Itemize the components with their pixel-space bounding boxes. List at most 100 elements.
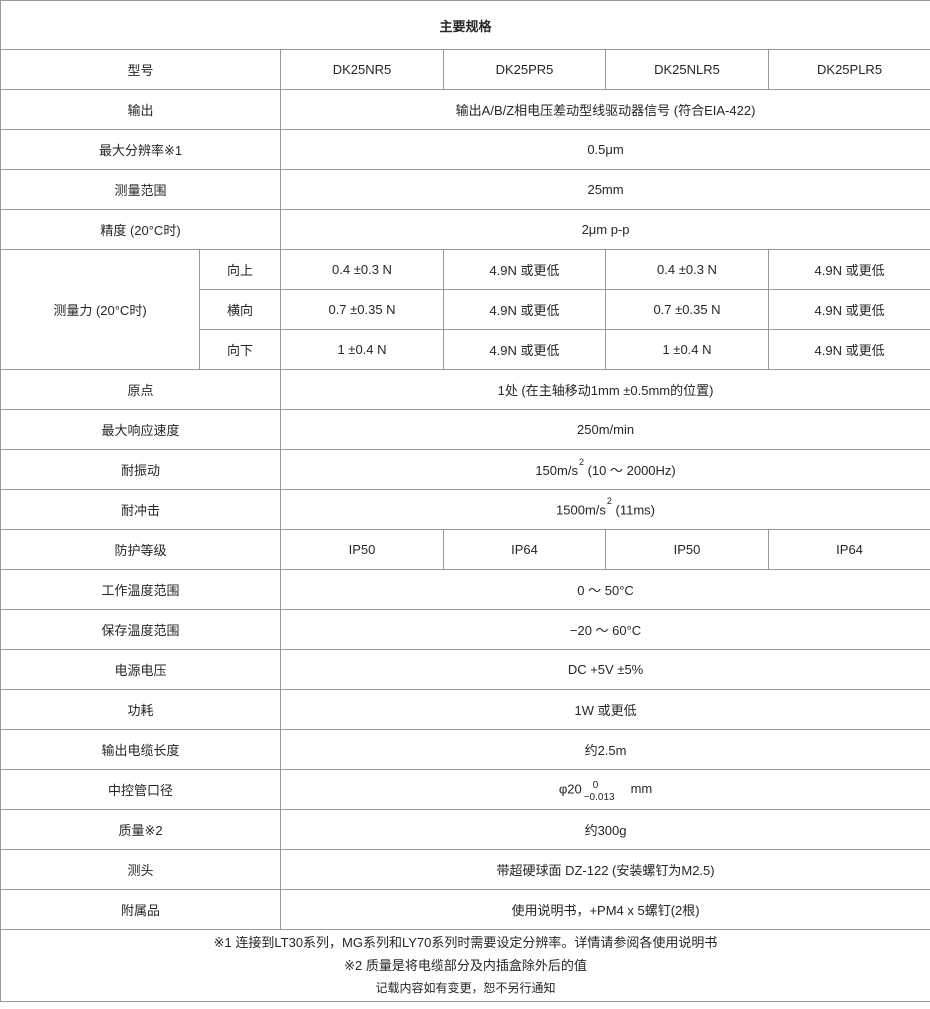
shock-value-condition: (11ms): [611, 502, 656, 518]
stem-tolerance-lower: −0.013: [583, 791, 615, 803]
force-lateral-value-2: 4.9N 或更低: [443, 289, 606, 330]
row-accessories: 附属品 使用说明书，+PM4 x 5螺钉(2根): [0, 889, 930, 930]
stem-diameter-base: φ20: [558, 780, 582, 796]
spec-value-storage-temp: −20 ～ 60°C: [279, 609, 930, 650]
force-down-value-4: 4.9N 或更低: [767, 329, 930, 370]
spec-value-mass: 约300g: [279, 809, 930, 850]
row-stem: 中控管口径 φ20 0 −0.013 mm: [0, 769, 930, 810]
row-force-lateral: 横向 0.7 ±0.35 N 4.9N 或更低 0.7 ±0.35 N 4.9N…: [1, 289, 930, 330]
row-vibration: 耐振动 150m/s2 (10 ～ 2000Hz): [0, 449, 930, 490]
spec-value-stem: φ20 0 −0.013 mm: [279, 769, 930, 810]
spec-value-resolution: 0.5μm: [279, 129, 930, 170]
force-lateral-value-3: 0.7 ±0.35 N: [605, 289, 769, 330]
row-mass: 质量※2 约300g: [0, 809, 930, 850]
spec-value-accessories: 使用说明书，+PM4 x 5螺钉(2根): [279, 889, 930, 930]
model-value-1: DK25NR5: [280, 49, 444, 90]
shock-value-exponent: 2: [606, 496, 612, 507]
spec-value-accuracy: 2μm p-p: [279, 209, 930, 250]
spec-label-storage-temp: 保存温度范围: [0, 609, 281, 650]
spec-label-accuracy: 精度 (20°C时): [0, 209, 281, 250]
footnote-3: 记载内容如有变更，恕不另行通知: [375, 980, 556, 995]
spec-value-vibration: 150m/s2 (10 ～ 2000Hz): [279, 449, 930, 490]
spec-label-stylus: 测头: [0, 849, 281, 890]
stem-tolerance-upper: 0: [592, 779, 599, 791]
model-value-3: DK25NLR5: [605, 49, 769, 90]
spec-value-power: DC +5V ±5%: [279, 649, 930, 690]
spec-label-mass: 质量※2: [0, 809, 281, 850]
protection-value-4: IP64: [767, 529, 930, 570]
spec-label-power: 电源电压: [0, 649, 281, 690]
row-speed: 最大响应速度 250m/min: [0, 409, 930, 450]
spec-value-range: 25mm: [279, 169, 930, 210]
force-sublabel-up: 向上: [199, 249, 281, 290]
row-accuracy: 精度 (20°C时) 2μm p-p: [0, 209, 930, 250]
footer-notes: ※1 连接到LT30系列，MG系列和LY70系列时需要设定分辨率。详情请参阅各使…: [0, 928, 930, 1003]
spec-label-output: 输出: [0, 89, 281, 130]
protection-value-2: IP64: [443, 529, 606, 570]
spec-label-shock: 耐冲击: [0, 489, 281, 530]
force-down-value-1: 1 ±0.4 N: [280, 329, 444, 370]
vibration-value-condition: (10 ～ 2000Hz): [583, 463, 676, 478]
row-output: 输出 输出A/B/Z相电压差动型线驱动器信号 (符合EIA-422): [0, 89, 930, 130]
force-down-value-3: 1 ±0.4 N: [605, 329, 769, 370]
footnote-2: ※2 质量是将电缆部分及内插盒除外后的值: [344, 957, 587, 973]
force-up-value-3: 0.4 ±0.3 N: [605, 249, 769, 290]
force-sublabel-lateral: 横向: [199, 289, 281, 330]
page-title: 主要规格: [0, 0, 930, 50]
row-footnotes: ※1 连接到LT30系列，MG系列和LY70系列时需要设定分辨率。详情请参阅各使…: [0, 928, 930, 1003]
vibration-value-base: 150m/s: [535, 463, 578, 478]
force-up-value-4: 4.9N 或更低: [767, 249, 930, 290]
spec-label-operating-temp: 工作温度范围: [0, 569, 281, 610]
model-value-2: DK25PR5: [443, 49, 606, 90]
spec-label-range: 测量范围: [0, 169, 281, 210]
row-origin: 原点 1处 (在主轴移动1mm ±0.5mm的位置): [0, 369, 930, 410]
row-consumption: 功耗 1W 或更低: [0, 689, 930, 730]
row-protection: 防护等级 IP50 IP64 IP50 IP64: [0, 529, 930, 570]
stem-unit: mm: [630, 780, 653, 796]
title-row: 主要规格: [0, 0, 930, 50]
spec-value-consumption: 1W 或更低: [279, 689, 930, 730]
row-range: 测量范围 25mm: [0, 169, 930, 210]
footnote-1: ※1 连接到LT30系列，MG系列和LY70系列时需要设定分辨率。详情请参阅各使…: [213, 935, 718, 950]
spec-value-operating-temp: 0 ～ 50°C: [279, 569, 930, 610]
spec-value-shock: 1500m/s2 (11ms): [279, 489, 930, 530]
force-lateral-value-1: 0.7 ±0.35 N: [280, 289, 444, 330]
spec-label-consumption: 功耗: [0, 689, 281, 730]
vibration-value-exponent: 2: [578, 456, 584, 467]
spec-label-model: 型号: [0, 49, 281, 90]
spec-value-origin: 1处 (在主轴移动1mm ±0.5mm的位置): [279, 369, 930, 410]
spec-label-force: 测量力 (20°C时): [0, 249, 200, 370]
row-shock: 耐冲击 1500m/s2 (11ms): [0, 489, 930, 530]
row-stylus: 测头 带超硬球面 DZ-122 (安装螺钉为M2.5): [0, 849, 930, 890]
force-up-value-2: 4.9N 或更低: [443, 249, 606, 290]
spec-value-cable: 约2.5m: [279, 729, 930, 770]
force-lateral-value-4: 4.9N 或更低: [767, 289, 930, 330]
row-cable: 输出电缆长度 约2.5m: [0, 729, 930, 770]
spec-label-stem: 中控管口径: [0, 769, 281, 810]
spec-label-resolution: 最大分辨率※1: [0, 129, 281, 170]
row-force-up: 测量力 (20°C时) 向上 0.4 ±0.3 N 4.9N 或更低 0.4 ±…: [0, 249, 930, 370]
spec-label-vibration: 耐振动: [0, 449, 281, 490]
spec-label-cable: 输出电缆长度: [0, 729, 281, 770]
row-force-down: 向下 1 ±0.4 N 4.9N 或更低 1 ±0.4 N 4.9N 或更低: [1, 329, 930, 370]
protection-value-1: IP50: [280, 529, 444, 570]
spec-value-speed: 250m/min: [279, 409, 930, 450]
row-model: 型号 DK25NR5 DK25PR5 DK25NLR5 DK25PLR5: [0, 49, 930, 90]
shock-value-base: 1500m/s: [556, 502, 606, 518]
protection-value-3: IP50: [605, 529, 769, 570]
row-power: 电源电压 DC +5V ±5%: [0, 649, 930, 690]
model-value-4: DK25PLR5: [767, 49, 930, 90]
row-storage-temp: 保存温度范围 −20 ～ 60°C: [0, 609, 930, 650]
spec-value-output: 输出A/B/Z相电压差动型线驱动器信号 (符合EIA-422): [279, 89, 930, 130]
spec-label-origin: 原点: [0, 369, 281, 410]
spec-value-stylus: 带超硬球面 DZ-122 (安装螺钉为M2.5): [279, 849, 930, 890]
force-sublabel-down: 向下: [199, 329, 281, 370]
force-down-value-2: 4.9N 或更低: [443, 329, 606, 370]
spec-label-speed: 最大响应速度: [0, 409, 281, 450]
spec-label-accessories: 附属品: [0, 889, 281, 930]
stem-tolerance-stack: 0 −0.013: [584, 780, 615, 804]
force-up-value-1: 0.4 ±0.3 N: [280, 249, 444, 290]
row-operating-temp: 工作温度范围 0 ～ 50°C: [0, 569, 930, 610]
row-resolution: 最大分辨率※1 0.5μm: [0, 129, 930, 170]
